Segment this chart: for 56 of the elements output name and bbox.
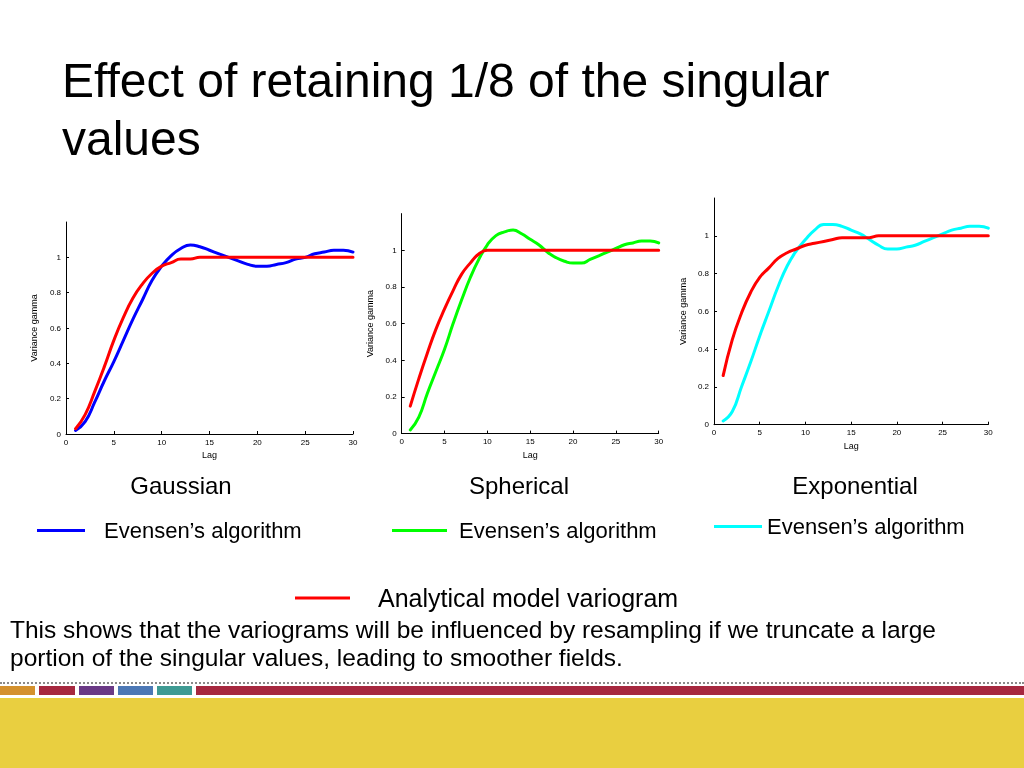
y-tick-label: 0.2 [49, 394, 62, 404]
legend-title: Spherical [468, 471, 570, 499]
y-tick-label: 0.6 [385, 319, 398, 329]
x-axis-title: Lag [201, 450, 218, 461]
x-axis-title: Lag [843, 441, 859, 452]
x-tick-label: 10 [157, 437, 167, 447]
legend-label: Evensen’s algorithm [459, 518, 657, 543]
x-tick-label: 5 [757, 428, 763, 438]
chart-title: Effect of retaining 1/8 of the singular values [62, 53, 831, 167]
x-tick-label: 30 [348, 437, 358, 447]
line-series [721, 222, 990, 423]
y-tick-label: 0.2 [697, 382, 710, 392]
y-tick-label: 0.8 [697, 269, 710, 279]
y-tick-label: 0.4 [697, 344, 710, 354]
x-tick-label: 15 [205, 437, 215, 447]
x-tick-label: 20 [568, 437, 579, 447]
y-axis-title: Variance gamma [677, 277, 688, 346]
legend-title: Gaussian [130, 471, 232, 499]
legend-title: Exponential [792, 471, 918, 499]
legend-label: Evensen’s algorithm [767, 514, 965, 539]
x-tick-label: 0 [399, 437, 405, 447]
x-tick-label: 30 [983, 428, 994, 438]
legend-label: Analytical model variogram [378, 584, 679, 612]
x-tick-label: 20 [252, 437, 263, 447]
x-tick-label: 0 [711, 428, 717, 438]
x-tick-label: 15 [846, 428, 857, 438]
y-tick-label: 1 [392, 245, 398, 255]
line-series [408, 228, 661, 432]
y-tick-label: 1 [56, 252, 62, 262]
x-tick-label: 25 [300, 437, 311, 447]
x-tick-label: 5 [111, 437, 117, 447]
text: This shows that the variograms will be influenced by resampling if we truncate a large portion of the singular values, leading to smoother fields. [10, 616, 937, 672]
x-tick-label: 20 [892, 428, 902, 438]
y-tick-label: 0.8 [49, 288, 62, 298]
legend-label: Evensen’s algorithm [104, 518, 302, 543]
x-tick-label: 15 [525, 437, 536, 447]
x-tick-label: 25 [611, 437, 621, 447]
y-tick-label: 0 [704, 420, 710, 430]
x-tick-label: 25 [938, 428, 948, 438]
y-tick-label: 0.6 [49, 323, 62, 333]
y-tick-label: 0.8 [385, 282, 398, 292]
x-tick-label: 5 [442, 437, 448, 447]
x-tick-label: 10 [482, 437, 493, 447]
y-axis-title: Variance gamma [365, 289, 376, 358]
x-axis-title: Lag [522, 450, 538, 460]
y-tick-label: 0.4 [385, 355, 398, 365]
x-tick-label: 10 [800, 428, 811, 438]
y-tick-label: 0.4 [49, 358, 62, 368]
y-tick-label: 0.6 [697, 306, 710, 316]
x-tick-label: 0 [63, 437, 69, 447]
y-axis-title: Variance gamma [29, 294, 40, 362]
x-tick-label: 30 [654, 437, 664, 447]
y-tick-label: 1 [704, 231, 710, 241]
line-series [408, 248, 661, 408]
line-series [721, 234, 990, 378]
y-tick-label: 0.2 [385, 392, 398, 402]
